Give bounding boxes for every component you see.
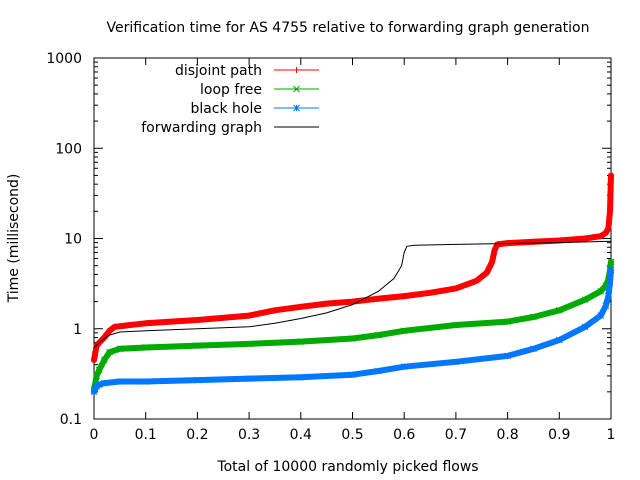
data-point-black-hole [581,323,589,331]
y-tick-label: 10 [64,232,82,248]
x-tick-label: 0.2 [186,427,208,443]
x-tick-label: 0.6 [393,427,415,443]
data-point-loop-free [452,321,460,329]
data-point-loop-free [349,335,356,342]
axes-layer: 0 0.1 0.2 0.3 0.4 0.5 0.6 0.7 0.8 0.9 1 0.1 1 10 100 10… [46,51,615,443]
x-tick-label: 0.9 [548,427,570,443]
plot-area-border [93,57,612,420]
data-point-black-hole [504,352,511,360]
data-point-black-hole [597,312,605,319]
data-point-loop-free [297,338,305,345]
data-point-loop-free [95,366,103,374]
x-tick-label: 0.7 [445,427,467,443]
data-point-black-hole [116,378,124,385]
y-tick-label: 1000 [46,51,82,67]
data-point-loop-free [607,258,615,266]
legend: disjoint path loop free black hole forwardi… [141,63,319,136]
data-point-loop-free [400,327,408,335]
x-tick-label: 0.4 [290,427,312,443]
x-tick-label: 0.3 [238,427,260,443]
series-line-forwarding-graph [93,240,612,348]
data-point-black-hole [374,367,382,375]
data-point-loop-free [142,344,150,351]
data-point-black-hole [100,379,108,387]
y-tick-label: 0.1 [60,412,82,428]
x-tick-label: 0.1 [135,427,157,443]
legend-label-loop-free: loop free [200,82,262,98]
data-point-loop-free [116,345,124,353]
data-point-black-hole [349,371,356,379]
series-layer [90,172,615,396]
chart-title: Verification time for AS 4755 relative t… [107,20,590,36]
data-point-black-hole [297,373,305,381]
data-point-loop-free [100,356,108,364]
y-axis-label: Time (millisecond) [6,174,22,304]
data-point-black-hole [95,381,103,389]
x-tick-label: 0.8 [496,427,518,443]
x-tick-label: 1 [607,427,616,443]
data-point-black-hole [245,375,253,382]
data-point-black-hole [194,376,201,384]
series-line-loop-free [91,258,614,393]
data-point-loop-free [374,331,382,339]
data-point-loop-free [106,348,113,356]
x-tick-label: 0.5 [341,427,363,443]
legend-marker-loop-free [293,85,300,93]
data-point-black-hole [607,266,615,274]
data-point-loop-free [597,287,605,295]
x-axis-label: Total of 10000 randomly picked flows [216,459,478,475]
data-point-loop-free [245,340,253,348]
series-forwarding-graph [93,240,612,348]
data-point-loop-free [194,342,201,349]
data-point-black-hole [90,388,98,396]
data-point-black-hole [602,302,610,310]
y-tick-label: 1 [73,322,82,338]
data-point-black-hole [530,345,537,353]
x-tick-label: 0 [90,427,99,443]
series-disjoint-path [91,172,614,364]
data-point-black-hole [452,358,460,366]
data-point-black-hole [142,378,150,385]
data-point-loop-free [530,313,537,321]
data-point-loop-free [504,318,511,325]
legend-label-disjoint-path: disjoint path [175,63,262,79]
legend-label-forwarding-graph: forwarding graph [141,120,262,136]
series-line-black-hole [91,266,614,395]
legend-label-black-hole: black hole [190,101,262,117]
data-point-loop-free [581,296,589,304]
series-line-disjoint-path [91,172,614,363]
y-tick-label: 100 [55,141,82,157]
series-black-hole [90,266,615,396]
data-point-black-hole [605,292,612,300]
data-point-loop-free [93,372,100,380]
legend-marker-black-hole [293,104,300,112]
data-point-black-hole [400,363,408,371]
data-point-black-hole [606,278,614,286]
data-point-black-hole [555,336,563,344]
data-point-loop-free [555,306,563,314]
